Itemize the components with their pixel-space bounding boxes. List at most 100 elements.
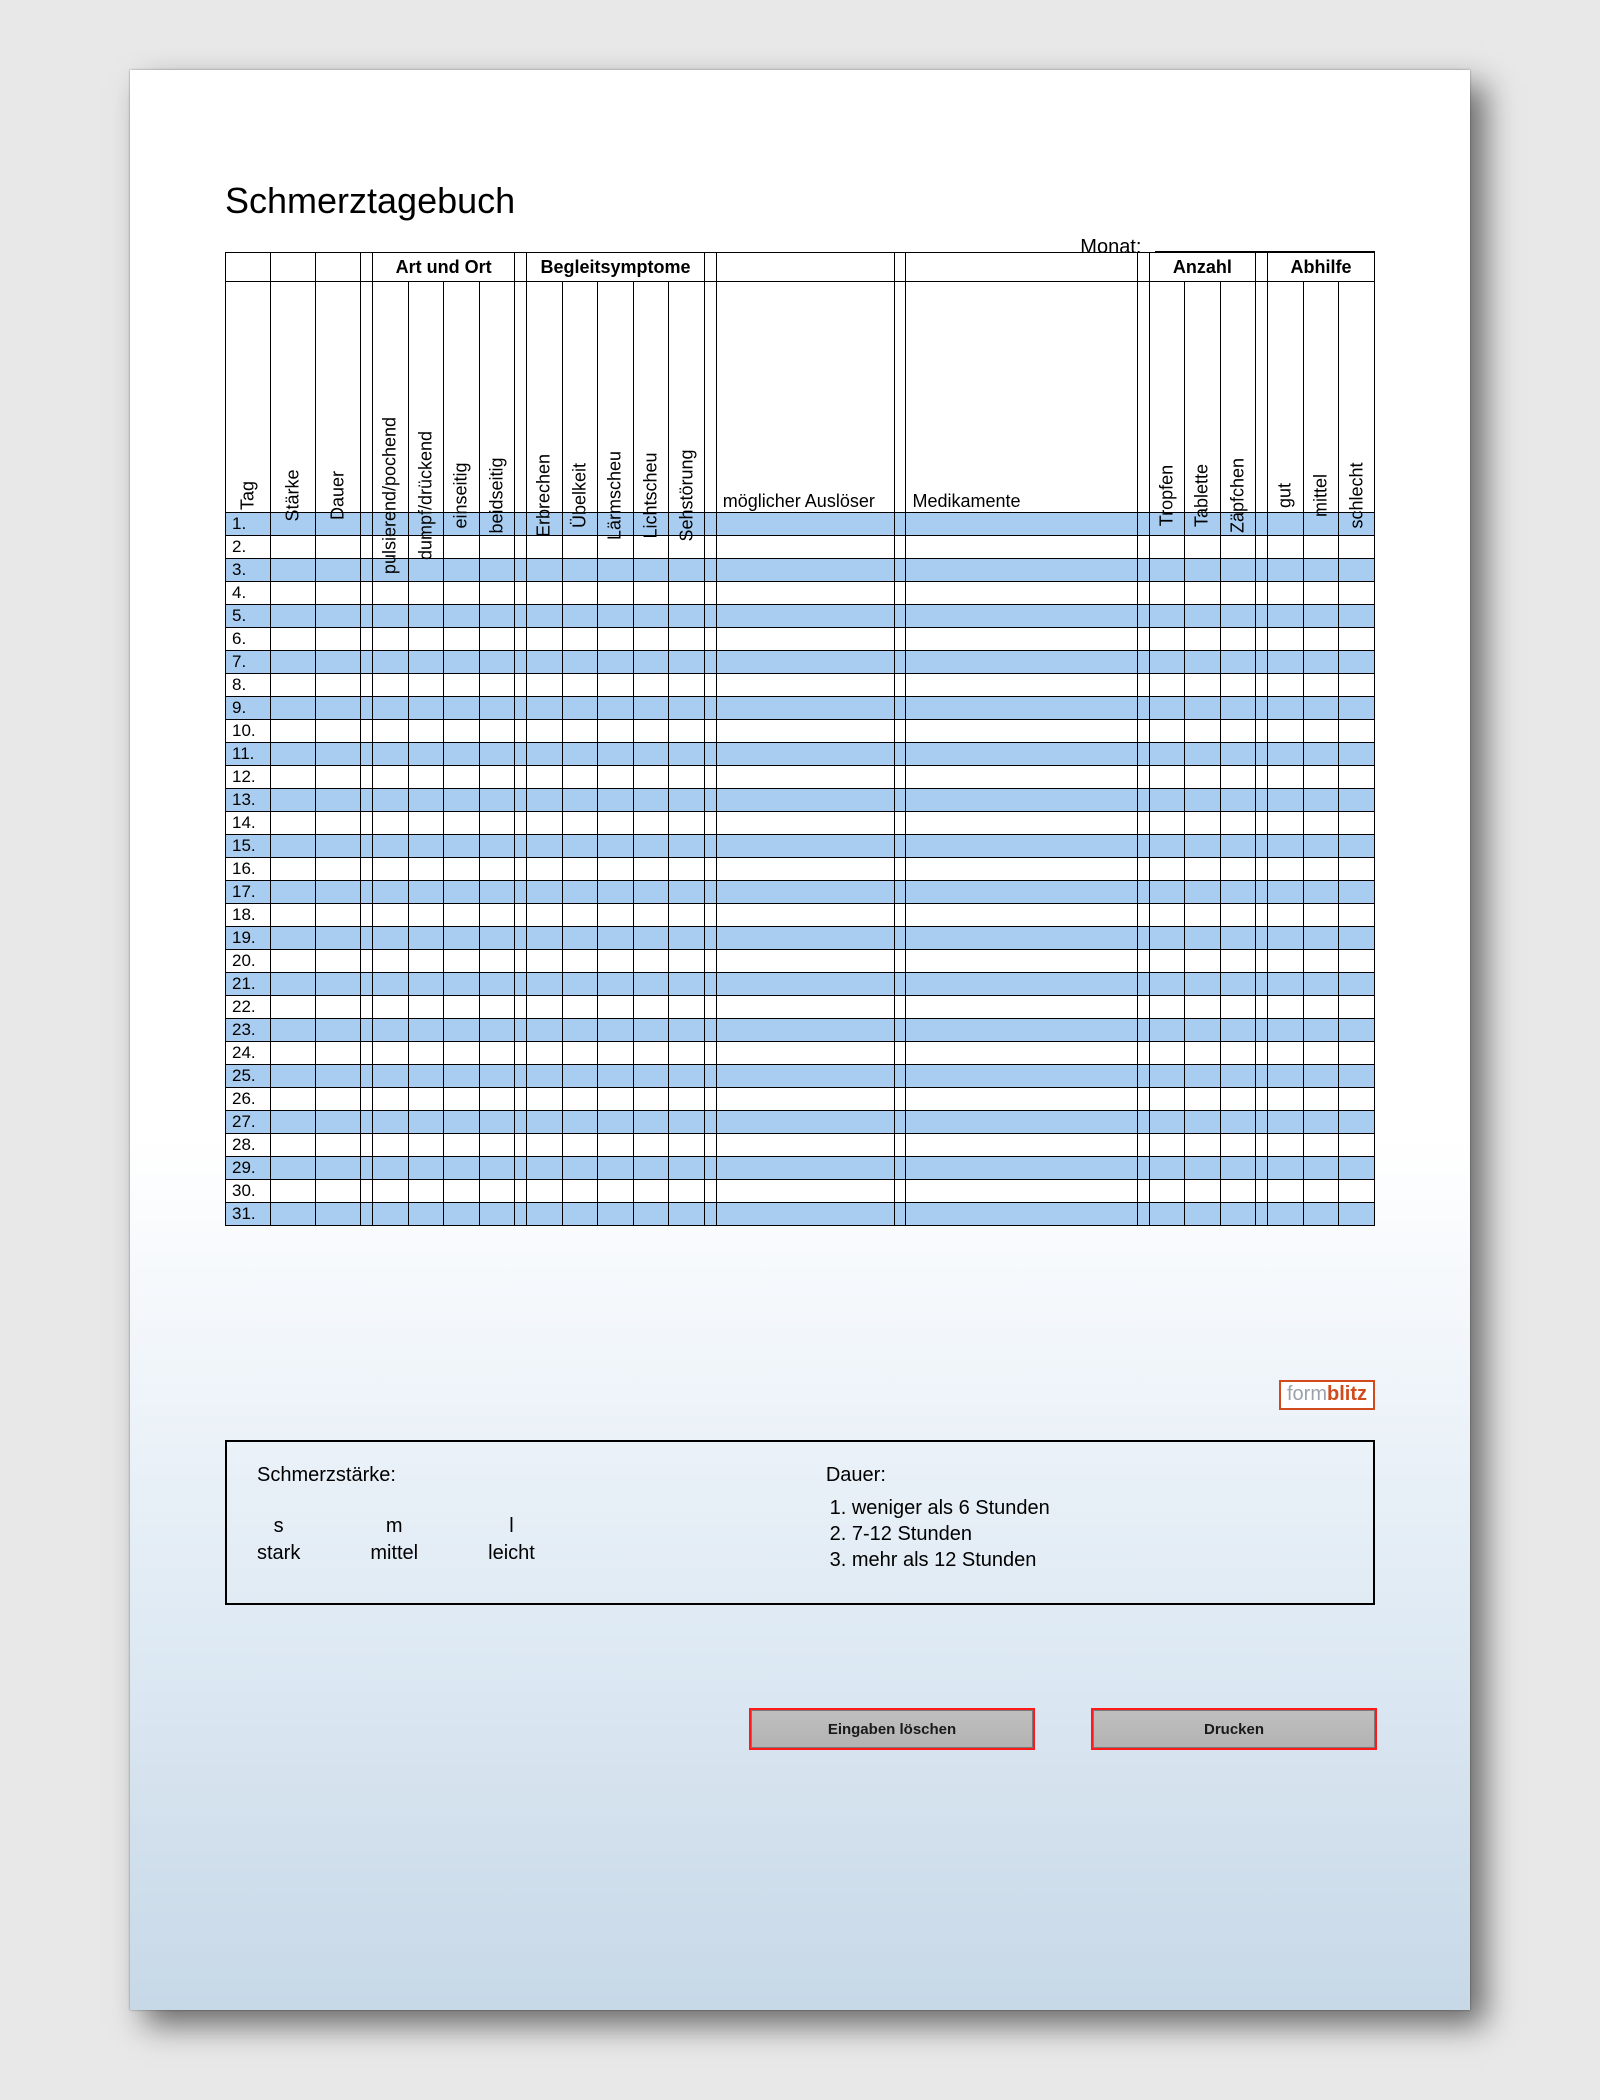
data-cell[interactable]	[1149, 950, 1185, 973]
data-cell[interactable]	[527, 1157, 563, 1180]
data-cell[interactable]	[704, 1088, 716, 1111]
data-cell[interactable]	[669, 582, 705, 605]
data-cell[interactable]	[598, 1111, 634, 1134]
data-cell[interactable]	[1268, 1203, 1304, 1226]
data-cell[interactable]	[716, 651, 894, 674]
data-cell[interactable]	[1303, 950, 1339, 973]
data-cell[interactable]	[894, 674, 906, 697]
data-cell[interactable]	[906, 1157, 1137, 1180]
data-cell[interactable]	[906, 1088, 1137, 1111]
data-cell[interactable]	[1149, 605, 1185, 628]
data-cell[interactable]	[372, 950, 408, 973]
data-cell[interactable]	[515, 1134, 527, 1157]
data-cell[interactable]	[1185, 1088, 1221, 1111]
data-cell[interactable]	[562, 904, 598, 927]
data-cell[interactable]	[271, 904, 316, 927]
data-cell[interactable]	[1303, 720, 1339, 743]
data-cell[interactable]	[633, 904, 669, 927]
data-cell[interactable]	[479, 697, 515, 720]
data-cell[interactable]	[1185, 1065, 1221, 1088]
data-cell[interactable]	[316, 1180, 361, 1203]
data-cell[interactable]	[515, 720, 527, 743]
data-cell[interactable]	[515, 628, 527, 651]
data-cell[interactable]	[372, 927, 408, 950]
data-cell[interactable]	[1185, 973, 1221, 996]
data-cell[interactable]	[1137, 513, 1149, 536]
data-cell[interactable]	[408, 605, 444, 628]
data-cell[interactable]	[633, 1203, 669, 1226]
data-cell[interactable]	[515, 559, 527, 582]
data-cell[interactable]	[1137, 1019, 1149, 1042]
data-cell[interactable]	[633, 1111, 669, 1134]
data-cell[interactable]	[704, 904, 716, 927]
data-cell[interactable]	[704, 605, 716, 628]
data-cell[interactable]	[408, 582, 444, 605]
data-cell[interactable]	[562, 789, 598, 812]
data-cell[interactable]	[527, 904, 563, 927]
data-cell[interactable]	[598, 1203, 634, 1226]
data-cell[interactable]	[527, 1088, 563, 1111]
data-cell[interactable]	[704, 1134, 716, 1157]
data-cell[interactable]	[669, 950, 705, 973]
data-cell[interactable]	[906, 1042, 1137, 1065]
data-cell[interactable]	[716, 950, 894, 973]
data-cell[interactable]	[633, 1134, 669, 1157]
data-cell[interactable]	[716, 858, 894, 881]
data-cell[interactable]	[1303, 651, 1339, 674]
data-cell[interactable]	[361, 950, 373, 973]
data-cell[interactable]	[479, 950, 515, 973]
data-cell[interactable]	[1268, 789, 1304, 812]
data-cell[interactable]	[906, 835, 1137, 858]
data-cell[interactable]	[598, 1157, 634, 1180]
data-cell[interactable]	[633, 743, 669, 766]
data-cell[interactable]	[361, 858, 373, 881]
data-cell[interactable]	[1339, 1019, 1375, 1042]
data-cell[interactable]	[633, 628, 669, 651]
data-cell[interactable]	[1149, 789, 1185, 812]
data-cell[interactable]	[527, 1042, 563, 1065]
data-cell[interactable]	[1303, 1111, 1339, 1134]
data-cell[interactable]	[515, 1065, 527, 1088]
data-cell[interactable]	[1185, 1134, 1221, 1157]
data-cell[interactable]	[361, 996, 373, 1019]
data-cell[interactable]	[1339, 1134, 1375, 1157]
data-cell[interactable]	[1220, 1111, 1256, 1134]
data-cell[interactable]	[1268, 1157, 1304, 1180]
data-cell[interactable]	[361, 1111, 373, 1134]
data-cell[interactable]	[1220, 950, 1256, 973]
data-cell[interactable]	[1339, 950, 1375, 973]
data-cell[interactable]	[1220, 582, 1256, 605]
data-cell[interactable]	[598, 559, 634, 582]
data-cell[interactable]	[1137, 559, 1149, 582]
data-cell[interactable]	[1303, 766, 1339, 789]
data-cell[interactable]	[598, 927, 634, 950]
data-cell[interactable]	[1185, 835, 1221, 858]
data-cell[interactable]	[1137, 858, 1149, 881]
data-cell[interactable]	[1149, 1157, 1185, 1180]
data-cell[interactable]	[479, 973, 515, 996]
data-cell[interactable]	[1137, 789, 1149, 812]
data-cell[interactable]	[1185, 1180, 1221, 1203]
data-cell[interactable]	[716, 720, 894, 743]
data-cell[interactable]	[1303, 973, 1339, 996]
data-cell[interactable]	[1149, 628, 1185, 651]
data-cell[interactable]	[408, 697, 444, 720]
data-cell[interactable]	[562, 536, 598, 559]
data-cell[interactable]	[444, 950, 480, 973]
data-cell[interactable]	[515, 536, 527, 559]
data-cell[interactable]	[408, 1203, 444, 1226]
data-cell[interactable]	[562, 950, 598, 973]
data-cell[interactable]	[479, 835, 515, 858]
data-cell[interactable]	[669, 789, 705, 812]
data-cell[interactable]	[669, 1180, 705, 1203]
data-cell[interactable]	[372, 858, 408, 881]
data-cell[interactable]	[633, 812, 669, 835]
data-cell[interactable]	[669, 628, 705, 651]
data-cell[interactable]	[1185, 789, 1221, 812]
data-cell[interactable]	[716, 973, 894, 996]
data-cell[interactable]	[562, 881, 598, 904]
data-cell[interactable]	[1185, 858, 1221, 881]
data-cell[interactable]	[408, 1134, 444, 1157]
data-cell[interactable]	[361, 1134, 373, 1157]
data-cell[interactable]	[1220, 973, 1256, 996]
